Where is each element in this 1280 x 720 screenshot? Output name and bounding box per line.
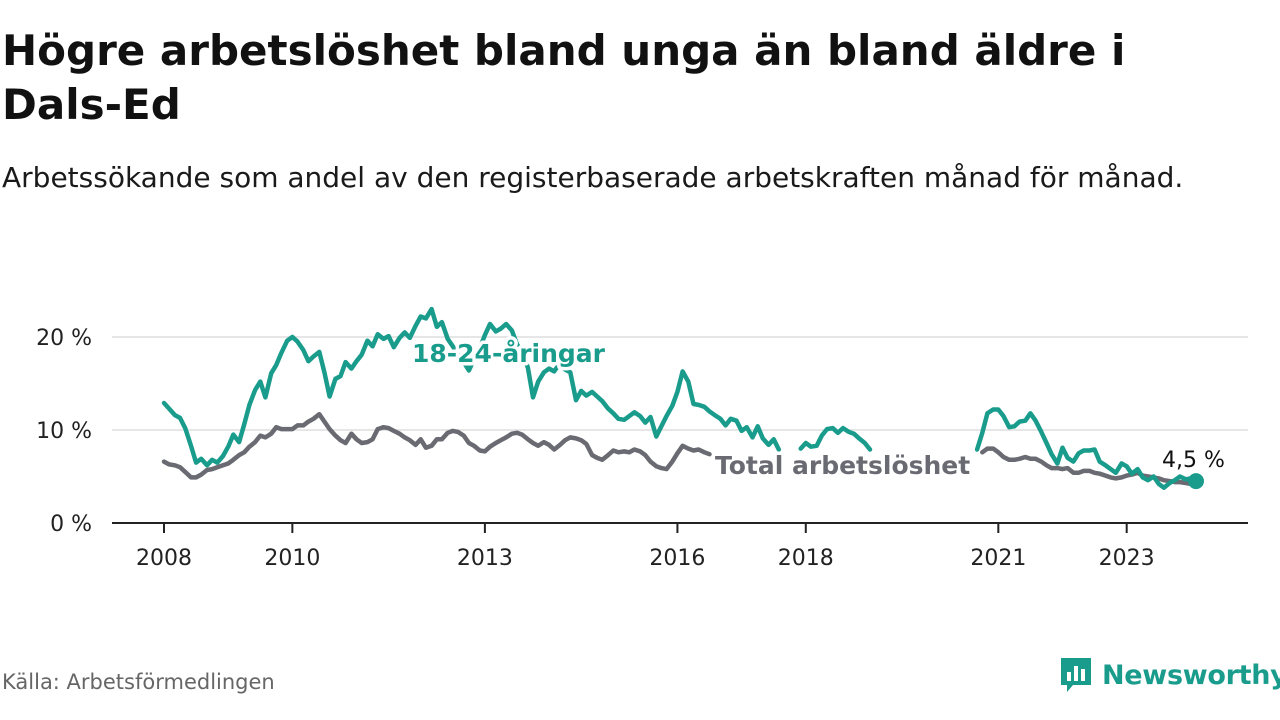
y-axis: 0 % 10 % 20 %: [36, 326, 92, 537]
youth-series-label-halo: 18-24-åringar: [412, 339, 606, 368]
end-value-label-halo: 4,5 %: [1162, 448, 1225, 473]
x-tick-label: 2018: [778, 546, 834, 571]
total-series-label: Total arbetslöshet: [715, 451, 970, 480]
x-tick-label: 2023: [1099, 546, 1155, 571]
y-tick-label: 20 %: [36, 326, 92, 351]
x-tick-label: 2010: [264, 546, 320, 571]
x-tick-label: 2021: [970, 546, 1026, 571]
gridlines: [112, 336, 1248, 431]
x-tick-label: 2008: [136, 546, 192, 571]
youth-series-label: 18-24-åringar: [412, 339, 606, 368]
chart-subtitle: Arbetssökande som andel av den registerb…: [2, 161, 1184, 194]
x-tick-label: 2016: [649, 546, 705, 571]
y-tick-label: 0 %: [50, 512, 92, 537]
x-tick-label: 2013: [457, 546, 513, 571]
chart-title: Högre arbetslöshet bland unga än bland ä…: [2, 26, 1126, 129]
end-point-marker: [1188, 473, 1204, 490]
x-axis: 2008 2010 2013 2016 2018 2021 2023: [112, 522, 1248, 571]
brand-name: Newsworthy: [1102, 659, 1280, 691]
series-lines: [161, 306, 1204, 490]
newsworthy-logo: Newsworthy: [1058, 654, 1280, 696]
total-line: [161, 411, 1199, 487]
newsworthy-logo-icon: [1061, 658, 1091, 692]
y-tick-label: 10 %: [36, 419, 92, 444]
end-value-label: 4,5 %: [1162, 448, 1225, 473]
source-note: Källa: Arbetsförmedlingen: [2, 670, 275, 694]
total-series-label-halo: Total arbetslöshet: [715, 451, 970, 480]
youth-line: [161, 306, 1199, 490]
